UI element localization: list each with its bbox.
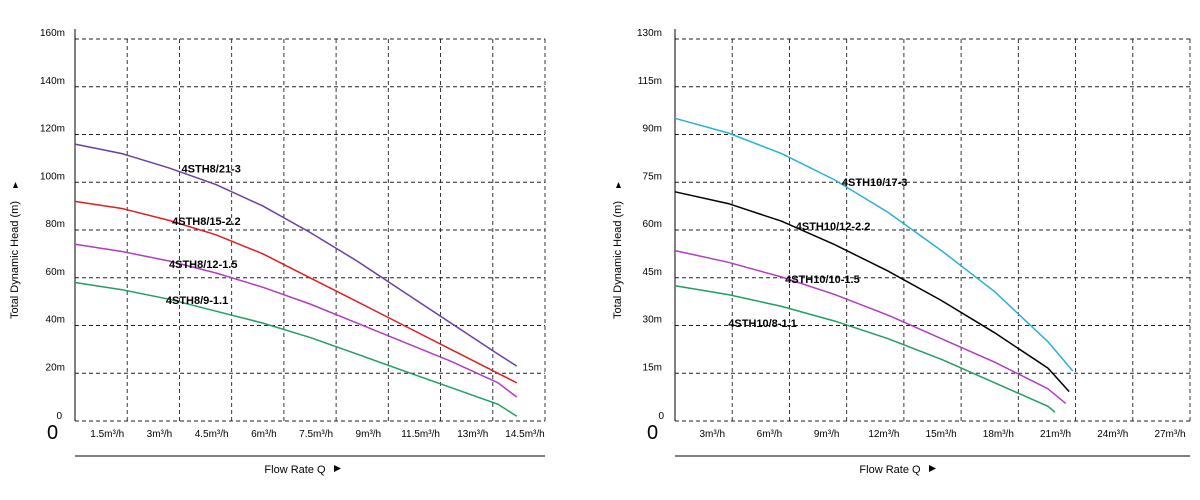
- y-tick-label: 140m: [40, 76, 65, 87]
- series-label: 4STH10/17-3: [842, 177, 907, 189]
- y-tick-label: 15m: [643, 362, 662, 373]
- series-line: [674, 249, 1067, 404]
- series-label: 4STH8/15-2.2: [172, 216, 240, 228]
- x-tick-label: 12m³/h: [868, 429, 899, 440]
- series-line: [74, 143, 518, 367]
- x-tick-label: 11.5m³/h: [401, 429, 440, 440]
- series-line: [674, 285, 1056, 413]
- x-tick-label: 3m³/h: [699, 429, 725, 440]
- y-tick-zero-label: 0: [56, 411, 62, 422]
- y-tick-label: 45m: [643, 267, 662, 278]
- x-tick-label: 24m³/h: [1097, 429, 1128, 440]
- series-label: 4STH10/10-1.5: [785, 274, 860, 286]
- y-tick-label: 30m: [643, 315, 662, 326]
- y-tick-label: 40m: [46, 315, 65, 326]
- y-tick-label: 160m: [40, 28, 65, 39]
- series-label: 4STH8/21-3: [182, 164, 241, 176]
- chart-2: 15m 30m 45m 60m 75m 90m 115m 130m 00 3m³/h 6m³/h 9m…: [612, 28, 1191, 476]
- x-axis-label: Flow Rate Q: [264, 464, 326, 476]
- y-tick-label: 130m: [637, 28, 662, 39]
- origin-label: 0: [47, 422, 58, 444]
- series-label: 4STH10/12-2.2: [796, 221, 871, 233]
- y-tick-label: 120m: [40, 124, 65, 135]
- x-tick-label: 15m³/h: [926, 429, 957, 440]
- series-line: [674, 117, 1074, 372]
- x-axis-arrow-icon: [929, 465, 936, 472]
- y-axis-arrow-icon: [616, 182, 621, 188]
- series-label: 4STH10/8-1.1: [728, 318, 796, 330]
- x-tick-label: 7.5m³/h: [299, 429, 333, 440]
- x-tick-label: 27m³/h: [1154, 429, 1185, 440]
- y-tick-label: 90m: [643, 124, 662, 135]
- y-tick-zero-label: 0: [658, 411, 664, 422]
- x-tick-label: 6m³/h: [757, 429, 783, 440]
- x-tick-label: 9m³/h: [814, 429, 840, 440]
- y-tick-label: 60m: [643, 219, 662, 230]
- series-label: 4STH8/9-1.1: [166, 295, 228, 307]
- x-tick-label: 3m³/h: [147, 429, 173, 440]
- series-line: [74, 200, 518, 384]
- y-tick-label: 60m: [46, 267, 65, 278]
- series-label: 4STH8/12-1.5: [169, 259, 237, 271]
- x-tick-label: 21m³/h: [1040, 429, 1071, 440]
- x-tick-label: 6m³/h: [251, 429, 277, 440]
- x-tick-label: 13m³/h: [457, 429, 488, 440]
- x-tick-label: 18m³/h: [983, 429, 1014, 440]
- x-tick-label: 9m³/h: [356, 429, 382, 440]
- y-tick-label: 100m: [40, 171, 65, 182]
- x-axis-label: Flow Rate Q: [859, 464, 921, 476]
- chart-1: 20m 40m 60m 80m 100m 120m 140m 160m 00 1.5m³/h 3m³…: [9, 28, 546, 476]
- y-axis-label: Total Dynamic Head (m): [9, 201, 21, 319]
- x-tick-label: 4.5m³/h: [195, 429, 229, 440]
- x-axis-arrow-icon: [334, 465, 341, 472]
- y-tick-label: 75m: [643, 171, 662, 182]
- y-axis-label: Total Dynamic Head (m): [612, 201, 624, 319]
- x-tick-label: 14.5m³/h: [505, 429, 544, 440]
- y-tick-label: 115m: [638, 76, 662, 87]
- x-tick-label: 1.5m³/h: [90, 429, 124, 440]
- origin-label: 0: [647, 422, 658, 444]
- y-tick-label: 20m: [46, 362, 65, 373]
- series-line: [674, 191, 1070, 393]
- y-tick-label: 80m: [46, 219, 65, 230]
- series-line: [74, 281, 518, 417]
- y-axis-arrow-icon: [13, 182, 18, 188]
- series-line: [74, 243, 518, 398]
